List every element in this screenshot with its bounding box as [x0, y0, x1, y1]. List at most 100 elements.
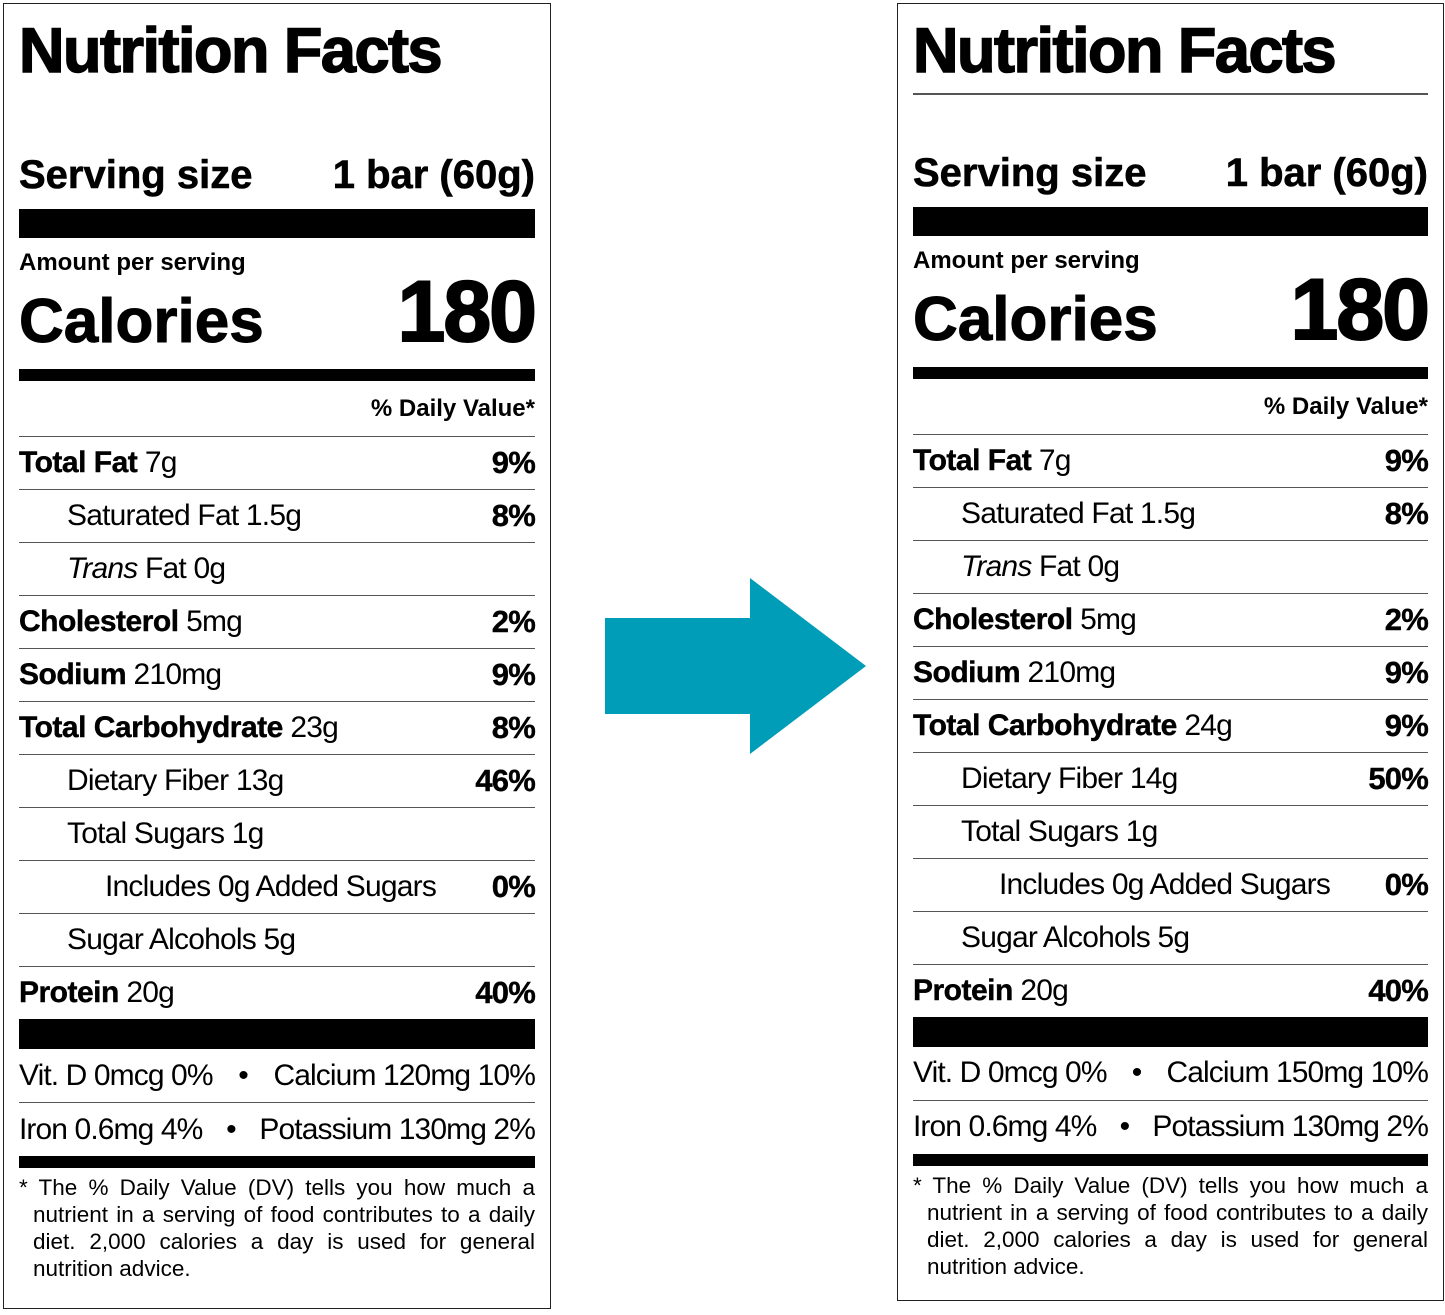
nutrient-label: Saturated Fat 1.5g	[19, 499, 302, 533]
nutrient-label: Includes 0g Added Sugars	[19, 870, 437, 904]
nutrient-amount: 5mg	[186, 605, 243, 638]
nutrient-amount: 1.5g	[1139, 496, 1196, 530]
nutrient-amount: 5g	[1157, 920, 1190, 954]
nutrient-daily-value: 9%	[1384, 442, 1429, 478]
vitamin-row: Vit. D 0mcg 0% • Calcium 150mg 10%	[913, 1047, 1429, 1101]
nutrient-row: Includes 0g Added Sugars 0%	[913, 859, 1429, 912]
nutrient-label: Protein 20g	[913, 973, 1069, 1008]
nutrition-label-before: Nutrition Facts Serving size 1 bar (60g) Am…	[3, 3, 551, 1309]
nutrient-label: Includes 0g Added Sugars	[913, 868, 1331, 902]
nutrient-daily-value: 0%	[491, 869, 536, 904]
nutrient-label: Saturated Fat 1.5g	[913, 496, 1196, 531]
bullet: •	[226, 1112, 236, 1146]
calories-value: 180	[1290, 261, 1431, 358]
nutrient-daily-value: 2%	[491, 604, 536, 639]
nutrient-name-italic: Trans	[67, 552, 138, 585]
nutrient-amount: 24g	[1184, 708, 1233, 742]
nutrient-row: Includes 0g Added Sugars 0%	[19, 861, 536, 914]
vitamin-right: Potassium 130mg 2%	[1152, 1110, 1429, 1143]
vitamin-left: Vit. D 0mcg 0%	[19, 1058, 213, 1092]
nutrient-row: Total Fat 7g 9%	[19, 437, 536, 490]
nutrient-label: Dietary Fiber 13g	[19, 764, 284, 798]
serving-size-row: Serving size 1 bar (60g)	[913, 150, 1429, 195]
vitamin-row: Iron 0.6mg 4% • Potassium 130mg 2%	[19, 1103, 536, 1156]
thick-divider	[913, 1016, 1428, 1047]
nutrient-row: Total Sugars 1g	[913, 806, 1428, 859]
nutrient-row: Dietary Fiber 14g 50%	[913, 753, 1429, 806]
nutrient-name: Fat	[145, 552, 187, 585]
calories-label: Calories	[913, 284, 1159, 354]
serving-size-row: Serving size 1 bar (60g)	[19, 153, 536, 197]
nutrient-amount: 20g	[1020, 973, 1069, 1007]
nutrient-name: Protein	[19, 976, 120, 1009]
nutrient-name: Fat	[1039, 549, 1081, 583]
nutrient-row: Saturated Fat 1.5g 8%	[19, 490, 536, 543]
thick-divider	[19, 209, 535, 238]
nutrient-name: Protein	[913, 973, 1014, 1007]
nutrient-name: Total Sugars	[961, 814, 1119, 848]
nutrient-daily-value: 9%	[1384, 707, 1429, 743]
nutrient-amount: 14g	[1129, 761, 1178, 795]
nutrient-daily-value: 8%	[491, 498, 536, 533]
nutrient-label: Sugar Alcohols 5g	[19, 923, 296, 957]
nutrient-name: Total Carbohydrate	[913, 708, 1178, 742]
nutrient-label: Cholesterol 5mg	[19, 605, 243, 639]
title-divider	[913, 93, 1428, 95]
nutrient-daily-value: 40%	[1368, 972, 1429, 1008]
nutrient-daily-value: 40%	[475, 975, 536, 1010]
nutrient-name: Includes 0g Added Sugars	[105, 870, 437, 903]
nutrient-row: Total Sugars 1g	[19, 808, 535, 861]
nutrient-name: Total Fat	[913, 443, 1032, 477]
label-title: Nutrition Facts	[18, 16, 443, 86]
nutrient-label: Total Sugars 1g	[19, 817, 264, 851]
nutrient-amount: 5g	[263, 923, 296, 956]
amount-per-serving: Amount per serving	[913, 246, 1140, 274]
medium-divider	[913, 1153, 1428, 1166]
arrow-right-icon	[605, 578, 866, 754]
nutrient-amount: 210mg	[133, 658, 223, 691]
nutrient-amount: 1.5g	[245, 499, 302, 532]
nutrient-amount: 23g	[290, 711, 339, 744]
nutrient-list: Total Fat 7g 9% Saturated Fat 1.5g 8% Trans …	[19, 437, 536, 1019]
nutrient-label: Protein 20g	[19, 976, 175, 1010]
nutrient-label: Trans Fat 0g	[19, 552, 227, 586]
nutrient-label: Dietary Fiber 14g	[913, 762, 1178, 796]
thick-divider	[913, 206, 1428, 236]
vitamin-right: Calcium 150mg 10%	[1166, 1056, 1428, 1089]
nutrient-label: Sugar Alcohols 5g	[913, 920, 1190, 955]
nutrient-row: Dietary Fiber 13g 46%	[19, 755, 536, 808]
calories-label: Calories	[19, 287, 265, 356]
nutrient-row: Sodium 210mg 9%	[913, 647, 1429, 700]
medium-divider	[19, 369, 535, 381]
nutrient-label: Sodium 210mg	[19, 658, 223, 692]
serving-size-value: 1 bar (60g)	[1225, 150, 1428, 195]
nutrient-name: Total Fat	[19, 446, 138, 479]
nutrient-name: Total Sugars	[67, 817, 225, 850]
nutrient-row: Total Carbohydrate 23g 8%	[19, 702, 536, 755]
label-title: Nutrition Facts	[912, 16, 1337, 86]
daily-value-header: % Daily Value*	[913, 379, 1428, 435]
amount-per-serving: Amount per serving	[19, 249, 246, 276]
nutrient-row: Sugar Alcohols 5g	[913, 912, 1428, 965]
nutrient-label: Total Sugars 1g	[913, 815, 1158, 849]
arrow-shape	[605, 578, 866, 754]
nutrient-amount: 7g	[1038, 443, 1072, 477]
nutrient-daily-value: 9%	[491, 445, 536, 480]
daily-value-header: % Daily Value*	[19, 381, 535, 437]
nutrient-amount: 210mg	[1027, 655, 1117, 689]
nutrient-daily-value: 8%	[1384, 495, 1429, 531]
nutrient-amount: 13g	[235, 764, 284, 797]
vitamin-row: Iron 0.6mg 4% • Potassium 130mg 2%	[913, 1101, 1429, 1154]
nutrient-label: Total Carbohydrate 24g	[913, 708, 1233, 743]
vitamin-left: Iron 0.6mg 4%	[19, 1112, 203, 1146]
nutrient-name: Sodium	[19, 658, 127, 691]
nutrient-name: Saturated Fat	[961, 496, 1133, 530]
nutrient-row: Total Fat 7g 9%	[913, 435, 1429, 488]
nutrient-row: Sugar Alcohols 5g	[19, 914, 535, 967]
nutrient-amount: 0g	[193, 552, 227, 585]
nutrient-amount: 1g	[1125, 814, 1159, 848]
serving-size-label: Serving size	[19, 153, 253, 197]
bullet: •	[1119, 1110, 1130, 1143]
nutrition-label-after: Nutrition Facts Serving size 1 bar (60g) Am…	[897, 3, 1444, 1301]
thick-divider	[19, 1019, 535, 1049]
